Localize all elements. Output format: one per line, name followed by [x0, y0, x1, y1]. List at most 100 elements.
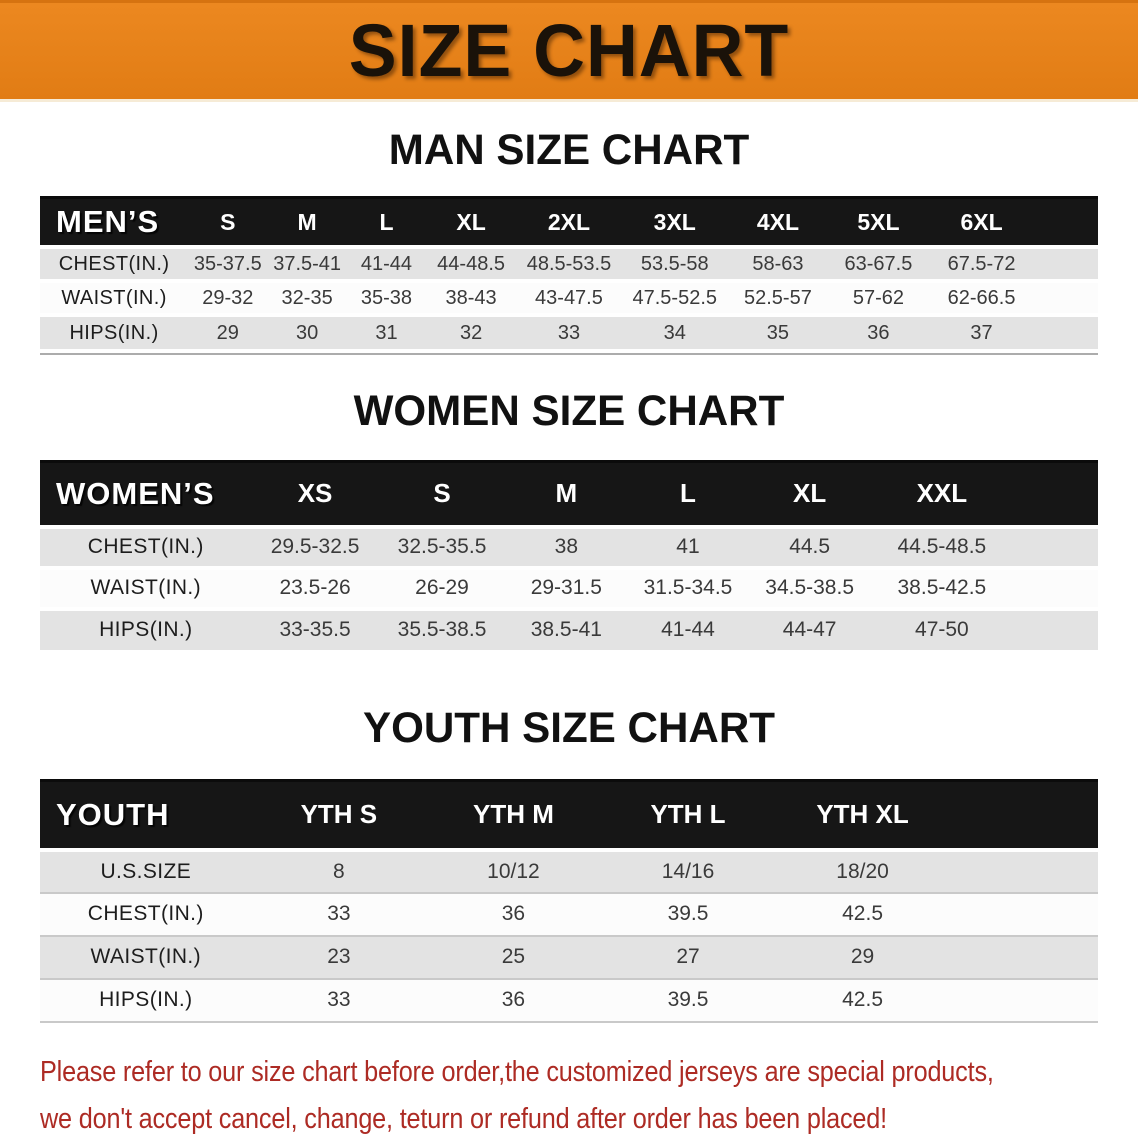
- size-value: 33-35.5: [251, 606, 379, 650]
- notice-line-2: we don't accept cancel, change, teturn o…: [40, 1102, 887, 1135]
- size-value: 14/16: [600, 847, 776, 893]
- notice-line-1: Please refer to our size chart before or…: [40, 1055, 994, 1088]
- pad-cell: [949, 934, 1098, 979]
- size-column-header: S: [188, 199, 268, 248]
- size-value: 23: [251, 934, 427, 979]
- size-value: 43-47.5: [516, 279, 622, 316]
- pad-cell: [949, 847, 1098, 893]
- size-value: 18/20: [775, 847, 950, 893]
- size-column-header: 5XL: [828, 199, 929, 248]
- size-value: 23.5-26: [251, 565, 379, 609]
- size-column-header: XL: [748, 462, 871, 527]
- pad-cell: [949, 891, 1098, 936]
- pad-cell: [1013, 565, 1098, 609]
- size-value: 29: [775, 934, 950, 979]
- row-label: WAIST(IN.): [40, 279, 189, 316]
- pad-cell: [949, 977, 1098, 1023]
- size-value: 44.5-48.5: [870, 524, 1014, 568]
- size-value: 8: [251, 847, 427, 893]
- size-value: 48.5-53.5: [516, 245, 622, 282]
- size-value: 29-32: [188, 279, 268, 316]
- size-column-header: YTH M: [426, 781, 601, 850]
- size-column-header: XS: [251, 462, 379, 527]
- size-value: 35-37.5: [188, 245, 268, 282]
- size-column-header: 6XL: [928, 199, 1035, 248]
- pad-cell: [1034, 279, 1098, 316]
- size-column-header: L: [346, 199, 427, 248]
- size-value: 29-31.5: [505, 565, 628, 609]
- size-column-header: 3XL: [621, 199, 728, 248]
- size-value: 52.5-57: [727, 279, 829, 316]
- size-value: 42.5: [775, 891, 950, 936]
- size-value: 62-66.5: [928, 279, 1035, 316]
- size-value: 41-44: [627, 606, 749, 650]
- size-column-header: YTH S: [251, 781, 427, 850]
- table-row: CHEST(IN.) 33 36 39.5 42.5: [40, 891, 1098, 936]
- size-column-header: M: [267, 199, 347, 248]
- table-header-row: WOMEN’S XS S M L XL XXL: [40, 462, 1098, 527]
- size-value: 36: [426, 891, 601, 936]
- size-value: 29: [188, 313, 268, 350]
- size-value: 47.5-52.5: [621, 279, 728, 316]
- size-column-header: 4XL: [727, 199, 829, 248]
- row-label: HIPS(IN.): [40, 313, 189, 350]
- pad-cell: [1013, 524, 1098, 568]
- size-value: 27: [600, 934, 776, 979]
- women-size-chart-heading: WOMEN SIZE CHART: [353, 387, 785, 436]
- row-label: HIPS(IN.): [40, 606, 252, 650]
- row-label: CHEST(IN.): [40, 891, 252, 936]
- size-value: 41: [627, 524, 749, 568]
- men-size-table-container: MEN’S S M L XL 2XL 3XL 4XL 5XL 6XL CHEST(IN.) 35-37…: [40, 196, 1098, 356]
- row-label: WAIST(IN.): [40, 565, 252, 609]
- size-value: 31: [346, 313, 427, 350]
- pad-cell: [1013, 462, 1098, 527]
- size-value: 34: [621, 313, 728, 350]
- row-label: U.S.SIZE: [40, 847, 252, 893]
- size-chart-banner: SIZE CHART: [0, 0, 1138, 102]
- size-value: 67.5-72: [928, 245, 1035, 282]
- size-value: 35.5-38.5: [378, 606, 506, 650]
- pad-cell: [949, 781, 1098, 850]
- table-corner-label: WOMEN’S: [40, 462, 252, 527]
- man-size-chart-heading: MAN SIZE CHART: [388, 126, 750, 174]
- row-label: HIPS(IN.): [40, 977, 252, 1023]
- table-corner-label: YOUTH: [40, 781, 252, 850]
- table-row: WAIST(IN.) 29-32 32-35 35-38 38-43 43-47.5 47.…: [40, 279, 1098, 316]
- size-value: 57-62: [828, 279, 929, 316]
- pad-cell: [1034, 245, 1098, 282]
- size-value: 35-38: [346, 279, 427, 316]
- size-column-header: YTH L: [600, 781, 776, 850]
- table-row: HIPS(IN.) 33-35.5 35.5-38.5 38.5-41 41-44 44-…: [40, 606, 1098, 650]
- table-row: WAIST(IN.) 23 25 27 29: [40, 934, 1098, 979]
- size-column-header: M: [505, 462, 628, 527]
- size-value: 32: [426, 313, 517, 350]
- size-value: 25: [426, 934, 601, 979]
- size-chart-title: SIZE CHART: [348, 9, 790, 92]
- table-row: CHEST(IN.) 35-37.5 37.5-41 41-44 44-48.5 48.5…: [40, 245, 1098, 282]
- size-value: 38-43: [426, 279, 517, 316]
- pad-cell: [1034, 313, 1098, 350]
- size-column-header: XXL: [870, 462, 1014, 527]
- size-value: 32.5-35.5: [378, 524, 506, 568]
- size-value: 39.5: [600, 977, 776, 1023]
- table-row: CHEST(IN.) 29.5-32.5 32.5-35.5 38 41 44.5 44.5…: [40, 524, 1098, 568]
- table-row: HIPS(IN.) 29 30 31 32 33 34 35 36 37: [40, 313, 1098, 350]
- size-value: 44-47: [748, 606, 871, 650]
- size-column-header: 2XL: [516, 199, 622, 248]
- size-value: 38.5-42.5: [870, 565, 1014, 609]
- size-value: 29.5-32.5: [251, 524, 379, 568]
- size-value: 31.5-34.5: [627, 565, 749, 609]
- size-value: 36: [426, 977, 601, 1023]
- table-header-row: YOUTH YTH S YTH M YTH L YTH XL: [40, 781, 1098, 850]
- size-value: 32-35: [267, 279, 347, 316]
- size-value: 53.5-58: [621, 245, 728, 282]
- size-column-header: YTH XL: [775, 781, 950, 850]
- size-value: 38.5-41: [505, 606, 628, 650]
- size-value: 44-48.5: [426, 245, 517, 282]
- size-value: 10/12: [426, 847, 601, 893]
- size-column-header: L: [627, 462, 749, 527]
- size-value: 37.5-41: [267, 245, 347, 282]
- size-value: 36: [828, 313, 929, 350]
- size-value: 33: [516, 313, 622, 350]
- size-value: 26-29: [378, 565, 506, 609]
